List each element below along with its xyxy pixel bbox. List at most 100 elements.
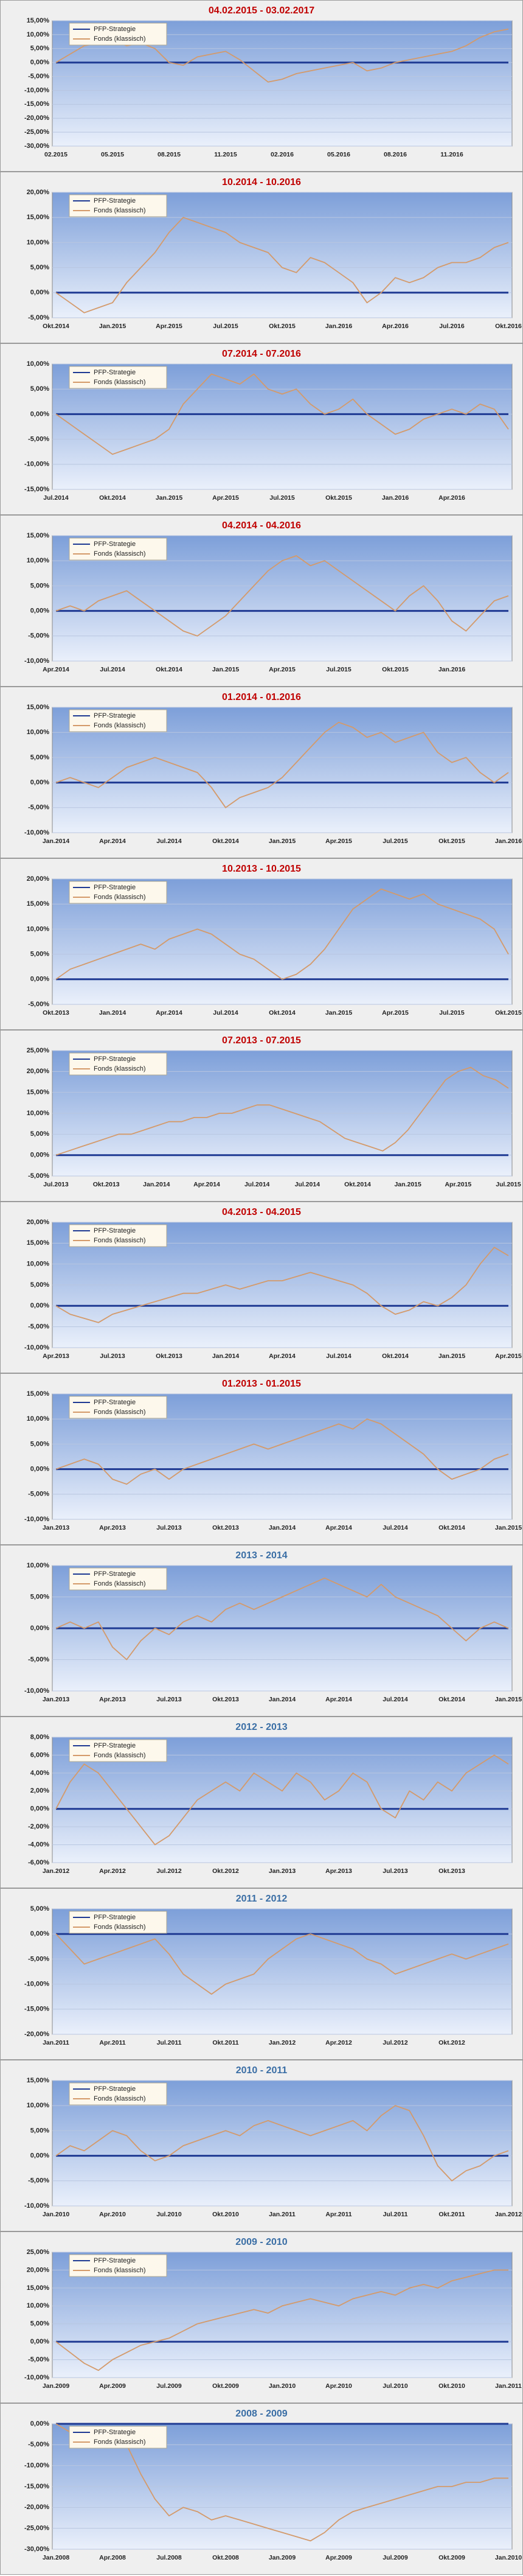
y-tick-label: 0,00% [30, 1302, 49, 1309]
y-tick-label: -5,00% [28, 1955, 49, 1962]
y-tick-label: 10,00% [27, 729, 50, 736]
legend-box [69, 1911, 167, 1934]
y-tick-label: -20,00% [24, 114, 49, 122]
legend-box [69, 537, 167, 561]
y-tick-label: 0,00% [30, 1930, 49, 1937]
plot-area [52, 1393, 513, 1520]
legend-label: PFP-Strategie [94, 1570, 136, 1578]
x-tick-label: Apr.2011 [325, 2211, 352, 2218]
x-tick-label: Jan.2014 [269, 1696, 296, 1703]
y-tick-label: -5,00% [28, 1001, 49, 1008]
y-tick-label: 2,00% [30, 1787, 49, 1794]
legend-label: Fonds (klassisch) [94, 207, 146, 214]
chart-panel: 2008 - 2009 0,00% -5,00% -10,00% -15,00% -20,… [0, 2403, 523, 2575]
y-tick-label: 4,00% [30, 1769, 49, 1777]
y-tick-label: -5,00% [28, 314, 49, 321]
x-tick-label: Jul.2011 [157, 2039, 182, 2046]
y-tick-label: -5,00% [28, 1491, 49, 1498]
x-tick-label: Jul.2012 [156, 1867, 182, 1875]
x-tick-label: Apr.2015 [156, 323, 182, 330]
x-tick-label: 08.2016 [384, 151, 407, 158]
x-tick-label: 02.2016 [271, 151, 294, 158]
y-tick-label: 15,00% [27, 2077, 50, 2084]
legend-box [69, 881, 167, 904]
chart-title: 04.2014 - 04.2016 [222, 520, 301, 531]
x-tick-label: Apr.2014 [156, 1009, 182, 1017]
y-tick-label: 5,00% [30, 1905, 49, 1913]
series-line [55, 373, 509, 455]
y-tick-label: 15,00% [27, 1089, 50, 1096]
y-tick-label: 10,00% [27, 239, 50, 246]
x-tick-label: Okt.2013 [156, 1353, 182, 1360]
y-tick-label: 10,00% [27, 1415, 50, 1423]
chart-panel: 01.2013 - 01.2015 15,00% 10,00% 5,00% 0,00% -… [0, 1373, 523, 1545]
x-tick-label: Jul.2012 [383, 2039, 408, 2046]
x-tick-label: Okt.2014 [438, 1696, 465, 1703]
legend-box [69, 194, 167, 217]
series-line [55, 555, 509, 637]
x-tick-label: Apr.2015 [495, 1353, 522, 1360]
y-tick-label: -10,00% [24, 461, 49, 468]
x-tick-label: Apr.2009 [325, 2554, 352, 2561]
chart-title: 10.2014 - 10.2016 [222, 177, 301, 187]
y-tick-label: 20,00% [27, 1219, 50, 1226]
y-tick-label: 5,00% [30, 1440, 49, 1447]
x-tick-label: Jul.2014 [295, 1181, 320, 1188]
x-tick-label: Jan.2015 [269, 838, 296, 845]
y-tick-label: -5,00% [28, 804, 49, 811]
x-tick-label: Apr.2011 [99, 2039, 125, 2046]
x-tick-label: Jan.2016 [438, 666, 466, 673]
x-tick-label: Jul.2015 [326, 666, 352, 673]
x-tick-label: Jul.2011 [383, 2211, 408, 2218]
chart-panel: 10.2013 - 10.2015 20,00% 15,00% 10,00% 5,00%… [0, 858, 523, 1030]
y-tick-label: 15,00% [27, 900, 50, 908]
x-tick-label: Jan.2014 [43, 838, 70, 845]
y-tick-label: -5,00% [28, 2177, 49, 2185]
x-tick-label: Okt.2015 [325, 494, 352, 502]
legend-label: PFP-Strategie [94, 2257, 136, 2264]
x-tick-label: Okt.2011 [212, 2039, 238, 2046]
x-tick-label: Jan.2015 [99, 323, 126, 330]
x-tick-label: Jul.2014 [383, 1524, 408, 1531]
y-tick-label: 0,00% [30, 289, 49, 296]
x-tick-label: Jul.2013 [383, 1867, 408, 1875]
y-tick-label: 5,00% [30, 2320, 49, 2328]
x-tick-label: Apr.2010 [325, 2382, 352, 2390]
x-tick-label: Okt.2012 [438, 2039, 465, 2046]
legend-box [69, 23, 167, 46]
chart-title: 2010 - 2011 [236, 2065, 288, 2076]
y-tick-label: -5,00% [28, 2441, 49, 2448]
y-tick-label: 20,00% [27, 1068, 50, 1075]
y-tick-label: -6,00% [28, 1859, 49, 1866]
legend-label: PFP-Strategie [94, 1742, 136, 1749]
legend-label: PFP-Strategie [94, 1227, 136, 1234]
chart-title: 07.2013 - 07.2015 [222, 1035, 301, 1046]
x-tick-label: Jul.2008 [156, 2554, 182, 2561]
chart-title: 2008 - 2009 [235, 2409, 288, 2419]
x-tick-label: Apr.2014 [325, 1696, 352, 1703]
x-tick-label: Jan.2013 [269, 1867, 296, 1875]
x-tick-label: Jul.2014 [100, 666, 125, 673]
x-tick-label: Apr.2014 [325, 1524, 352, 1531]
x-tick-label: Okt.2014 [156, 666, 182, 673]
y-tick-label: 0,00% [30, 2338, 49, 2345]
x-tick-label: 08.2015 [158, 151, 181, 158]
x-tick-label: Jan.2012 [43, 1867, 70, 1875]
x-tick-label: Jan.2010 [43, 2211, 70, 2218]
x-tick-label: Okt.2014 [344, 1181, 371, 1188]
y-tick-label: 0,00% [30, 1625, 49, 1632]
legend-label: Fonds (klassisch) [94, 722, 146, 729]
legend-label: Fonds (klassisch) [94, 1065, 146, 1073]
x-tick-label: Okt.2013 [43, 1009, 69, 1017]
chart-panel: 07.2013 - 07.2015 25,00% 20,00% 15,00% 10,00… [0, 1030, 523, 1202]
chart-panel: 04.02.2015 - 03.02.2017 15,00% 10,00% 5,00%… [0, 0, 523, 172]
y-tick-label: -10,00% [24, 1687, 49, 1695]
legend-label: Fonds (klassisch) [94, 1923, 146, 1931]
y-tick-label: -10,00% [24, 1344, 49, 1351]
x-tick-label: Jul.2013 [156, 1524, 182, 1531]
legend-label: PFP-Strategie [94, 369, 136, 376]
x-tick-label: Jul.2015 [213, 323, 238, 330]
x-tick-label: Apr.2014 [269, 1353, 296, 1360]
y-tick-label: 5,00% [30, 385, 49, 393]
